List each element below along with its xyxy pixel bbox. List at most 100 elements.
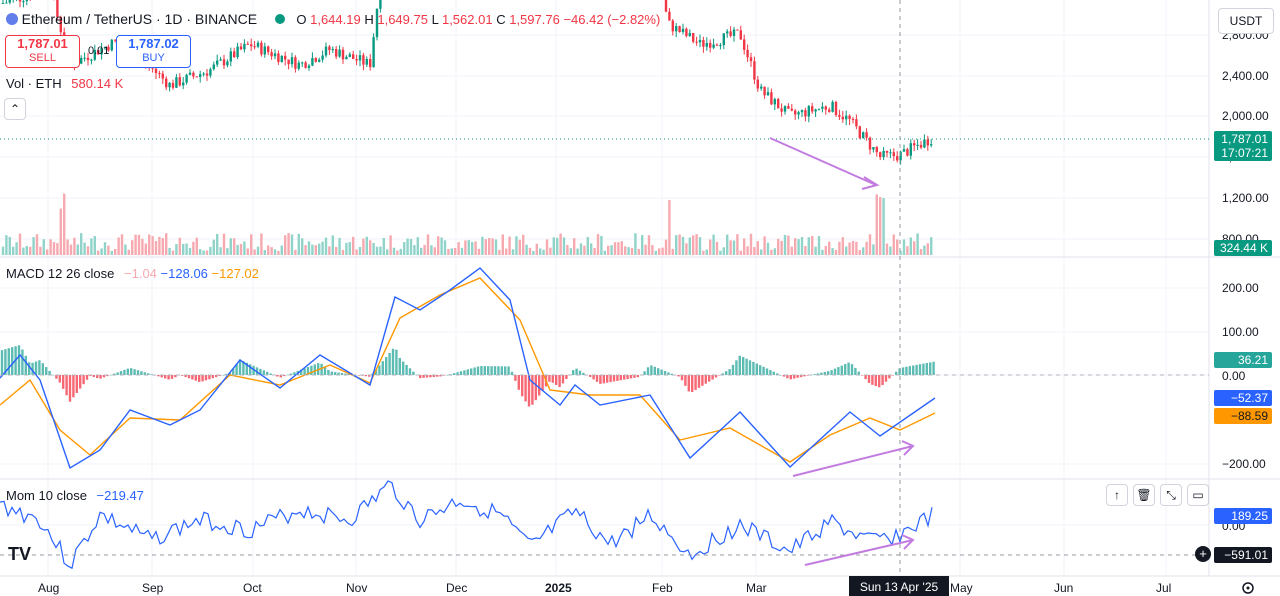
volume-bar bbox=[579, 243, 583, 255]
candle-body bbox=[896, 156, 899, 161]
volume-bar bbox=[239, 243, 243, 255]
macd-legend[interactable]: MACD 12 26 close −1.04 −128.06 −127.02 bbox=[6, 266, 259, 281]
macd-histogram-bar bbox=[905, 366, 908, 375]
maximize-pane-button[interactable]: ▭ bbox=[1187, 484, 1209, 506]
volume-bar bbox=[841, 237, 844, 255]
volume-bar bbox=[562, 237, 566, 255]
tradingview-logo-icon[interactable]: TV bbox=[8, 544, 32, 564]
macd-histogram-bar bbox=[34, 361, 38, 375]
macd-histogram-bar bbox=[582, 372, 585, 375]
volume-bar bbox=[352, 236, 355, 255]
volume-legend[interactable]: Vol · ETH 580.14 K bbox=[6, 76, 123, 91]
volume-bar bbox=[277, 250, 280, 255]
volume-bar bbox=[583, 245, 586, 255]
move-pane-up-button[interactable]: ↑ bbox=[1106, 484, 1128, 506]
macd-histogram-bar bbox=[276, 375, 279, 377]
bar-countdown: 17:07:21 bbox=[1221, 146, 1268, 160]
buy-label: BUY bbox=[142, 52, 165, 64]
candle-body bbox=[195, 76, 198, 78]
settings-gear-icon[interactable] bbox=[1242, 582, 1254, 594]
candle-body bbox=[681, 28, 685, 33]
macd-tick: −200.00 bbox=[1222, 457, 1266, 471]
candle-body bbox=[318, 59, 321, 62]
candle-body bbox=[889, 152, 892, 154]
candle-body bbox=[362, 55, 365, 65]
volume-bar bbox=[165, 233, 168, 255]
symbol-legend[interactable]: Ethereum / TetherUS · 1D · BINANCE O 1,6… bbox=[6, 11, 660, 27]
candle-body bbox=[80, 57, 83, 64]
candle-body bbox=[97, 50, 100, 55]
crosshair-date-box bbox=[849, 576, 949, 596]
delete-pane-button[interactable]: 🗑 bbox=[1133, 484, 1155, 506]
volume-bar bbox=[681, 236, 685, 255]
macd-histogram-bar bbox=[793, 375, 796, 379]
volume-bar bbox=[576, 248, 579, 255]
mom-legend[interactable]: Mom 10 close −219.47 bbox=[6, 488, 144, 503]
macd-divergence-arrow[interactable] bbox=[792, 445, 914, 477]
volume-bar bbox=[586, 236, 589, 255]
add-plus-icon[interactable]: + bbox=[1195, 546, 1211, 562]
volume-bar bbox=[698, 237, 702, 255]
volume-bar bbox=[1, 246, 5, 255]
macd-histogram-bar bbox=[932, 361, 935, 375]
volume-bar bbox=[780, 240, 783, 255]
macd-histogram-bar bbox=[334, 372, 337, 375]
sell-button[interactable]: 1,787.01 SELL bbox=[5, 35, 80, 68]
volume-bar bbox=[29, 246, 32, 255]
volume-bar bbox=[722, 247, 725, 255]
currency-selector[interactable]: USDT bbox=[1218, 8, 1274, 34]
macd-histogram-bar bbox=[262, 370, 265, 375]
candle-body bbox=[794, 110, 797, 115]
candle-body bbox=[848, 115, 851, 119]
volume-bar bbox=[18, 233, 22, 255]
candle-body bbox=[821, 106, 824, 109]
macd-histogram-bar bbox=[289, 373, 293, 375]
candle-body bbox=[930, 144, 933, 146]
price-divergence-arrow[interactable] bbox=[769, 137, 877, 186]
candle-body bbox=[294, 57, 297, 69]
candle-body bbox=[913, 143, 916, 146]
macd-histogram-bar bbox=[378, 365, 381, 375]
volume-bar bbox=[443, 240, 447, 255]
volume-bar bbox=[729, 240, 732, 255]
macd-histogram-bar bbox=[789, 375, 792, 380]
macd-histogram-bar bbox=[75, 375, 78, 393]
collapse-legend-button[interactable]: ⌃ bbox=[4, 98, 26, 120]
volume-bar bbox=[314, 245, 317, 255]
volume-bar bbox=[770, 249, 773, 255]
macd-histogram-bar bbox=[164, 375, 167, 379]
macd-histogram-bar bbox=[806, 375, 809, 376]
macd-signal-tag: −88.59 bbox=[1214, 408, 1272, 424]
candle-body bbox=[732, 29, 736, 36]
mom-divergence-arrow[interactable] bbox=[804, 539, 914, 566]
volume-bar bbox=[838, 241, 841, 255]
candle-body bbox=[824, 106, 827, 110]
macd-histogram-bar bbox=[769, 370, 772, 375]
candle-body bbox=[365, 59, 368, 65]
volume-bar bbox=[205, 250, 209, 255]
divergence-arrows[interactable] bbox=[769, 137, 915, 566]
macd-histogram-bar bbox=[830, 370, 833, 375]
volume-bar bbox=[90, 238, 93, 255]
volume-bar bbox=[556, 237, 559, 255]
maximize-icon: ▭ bbox=[1192, 488, 1204, 502]
candle-body bbox=[314, 58, 317, 62]
macd-histogram-bar bbox=[629, 375, 633, 379]
volume-bar bbox=[144, 243, 147, 255]
macd-histogram-bar bbox=[470, 368, 473, 375]
candle-body bbox=[280, 55, 283, 63]
macd-histogram-bar bbox=[687, 375, 690, 392]
volume-bar bbox=[807, 237, 810, 255]
volume-bar bbox=[338, 237, 341, 255]
buy-button[interactable]: 1,787.02 BUY bbox=[116, 35, 191, 68]
volume-bar bbox=[365, 236, 368, 255]
volume-bar bbox=[804, 246, 807, 255]
volume-bar bbox=[222, 233, 226, 255]
macd-histogram-bar bbox=[680, 375, 684, 381]
collapse-pane-button[interactable]: ⤡ bbox=[1160, 484, 1182, 506]
macd-histogram-bar bbox=[595, 375, 599, 382]
candle-body bbox=[307, 65, 311, 68]
candle-body bbox=[86, 57, 90, 61]
candle-body bbox=[729, 31, 732, 36]
